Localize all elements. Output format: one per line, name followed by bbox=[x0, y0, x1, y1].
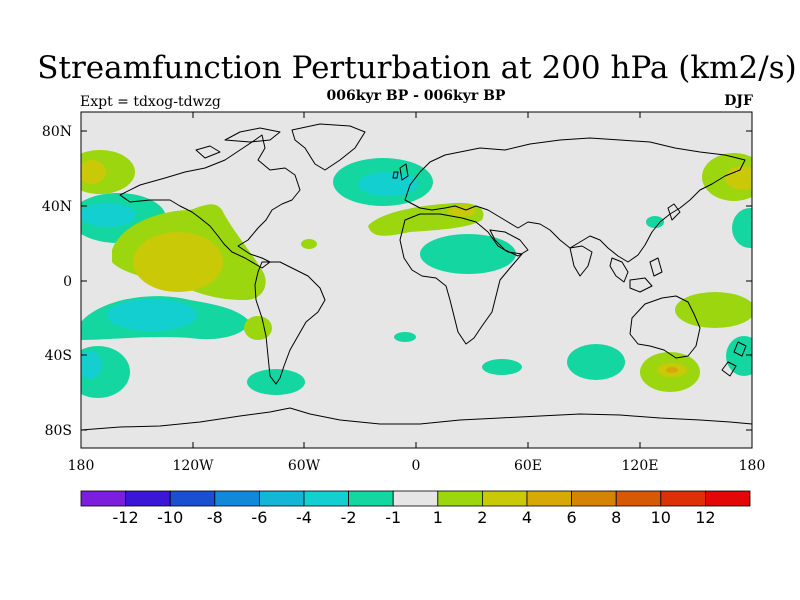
anomaly-region bbox=[666, 367, 678, 373]
colorbar-label: -12 bbox=[113, 508, 139, 527]
colorbar-label: 6 bbox=[567, 508, 577, 527]
anomaly-region bbox=[726, 336, 752, 376]
lat-tick-label: 80N bbox=[42, 124, 72, 140]
colorbar-label: -10 bbox=[157, 508, 183, 527]
colorbar-label: 1 bbox=[433, 508, 443, 527]
anomaly-fields bbox=[81, 150, 752, 398]
season-label: DJF bbox=[724, 93, 753, 109]
anomaly-region bbox=[81, 160, 106, 184]
axis-ticks bbox=[80, 112, 753, 448]
colorbar-label: 8 bbox=[611, 508, 621, 527]
coastline-europe-asia bbox=[404, 137, 746, 263]
lon-tick-label: 0 bbox=[412, 458, 421, 474]
anomaly-region bbox=[358, 172, 418, 196]
coastline-new-zealand bbox=[721, 341, 747, 377]
lon-tick-label: 60W bbox=[288, 458, 321, 474]
anomaly-region bbox=[394, 332, 416, 342]
anomaly-region bbox=[646, 216, 664, 228]
lon-tick-label: 180 bbox=[68, 458, 95, 474]
longitude-labels: 180 120W 60W 0 60E 120E 180 bbox=[68, 458, 766, 474]
colorbar-swatch bbox=[80, 490, 126, 507]
colorbar-label: 12 bbox=[695, 508, 715, 527]
coastline-british-isles bbox=[392, 163, 409, 181]
colorbar-swatch bbox=[125, 490, 171, 507]
coastline-antarctica bbox=[81, 407, 752, 431]
lon-tick-label: 120W bbox=[172, 458, 214, 474]
colorbar-swatch bbox=[258, 490, 305, 507]
colorbar-swatch bbox=[705, 490, 751, 507]
coastline-greenland bbox=[291, 123, 366, 171]
anomaly-region bbox=[420, 234, 516, 274]
colorbar-swatch bbox=[526, 490, 572, 507]
colorbar-label: -4 bbox=[296, 508, 312, 527]
colorbar-label: -2 bbox=[341, 508, 357, 527]
lat-tick-label: 0 bbox=[63, 274, 72, 290]
map-subtitle: 006kyr BP - 006kyr BP bbox=[326, 88, 506, 104]
anomaly-region bbox=[301, 239, 317, 249]
colorbar-swatch bbox=[481, 490, 528, 507]
colorbar-label: -6 bbox=[251, 508, 267, 527]
coastline-south-america bbox=[254, 261, 326, 385]
colorbar-swatch bbox=[392, 490, 439, 507]
colorbar-label: -8 bbox=[207, 508, 223, 527]
anomaly-region bbox=[81, 203, 136, 227]
coastline-southeast-asia bbox=[609, 257, 663, 293]
map-title: Streamfunction Perturbation at 200 hPa (… bbox=[37, 50, 797, 86]
anomaly-region bbox=[244, 316, 272, 340]
anomaly-region bbox=[247, 369, 305, 395]
colorbar-swatch bbox=[169, 490, 216, 507]
anomaly-region bbox=[107, 299, 197, 331]
experiment-label: Expt = tdxog-tdwzg bbox=[80, 94, 221, 110]
latitude-labels: 80N 40N 0 40S 80S bbox=[42, 124, 72, 439]
colorbar-label: 2 bbox=[477, 508, 487, 527]
coastline-india bbox=[569, 245, 593, 277]
anomaly-region bbox=[482, 359, 522, 375]
coastline-australia bbox=[629, 295, 701, 359]
lat-tick-label: 80S bbox=[45, 423, 72, 439]
lon-tick-label: 120E bbox=[622, 458, 659, 474]
colorbar-label: -1 bbox=[385, 508, 401, 527]
anomaly-region bbox=[81, 351, 102, 379]
coastline-arabia bbox=[489, 229, 529, 257]
coastline-africa bbox=[399, 213, 523, 345]
anomaly-region bbox=[567, 344, 625, 380]
colorbar-swatch bbox=[303, 490, 349, 507]
coastline-north-america bbox=[119, 134, 301, 269]
lat-tick-label: 40N bbox=[42, 199, 72, 215]
colorbar-label: 10 bbox=[651, 508, 671, 527]
lat-tick-label: 40S bbox=[45, 348, 72, 364]
colorbar-swatch bbox=[571, 490, 617, 507]
anomaly-region bbox=[133, 232, 223, 292]
coastlines bbox=[81, 123, 752, 431]
lon-tick-label: 60E bbox=[514, 458, 542, 474]
anomaly-region bbox=[725, 166, 752, 190]
colorbar: -12 -10 -8 -6 -4 -2 -1 1 2 4 6 8 10 12 bbox=[80, 490, 751, 527]
colorbar-label: 4 bbox=[522, 508, 532, 527]
colorbar-swatch bbox=[437, 490, 483, 507]
coastline-arctic-islands bbox=[195, 127, 281, 159]
anomaly-region bbox=[732, 208, 752, 248]
anomaly-region bbox=[448, 205, 476, 217]
coastline-japan bbox=[667, 203, 681, 221]
colorbar-swatch bbox=[615, 490, 662, 507]
anomaly-region bbox=[675, 292, 752, 328]
colorbar-swatch bbox=[660, 490, 706, 507]
lon-tick-label: 180 bbox=[739, 458, 766, 474]
colorbar-swatch bbox=[348, 490, 394, 507]
colorbar-swatch bbox=[214, 490, 260, 507]
